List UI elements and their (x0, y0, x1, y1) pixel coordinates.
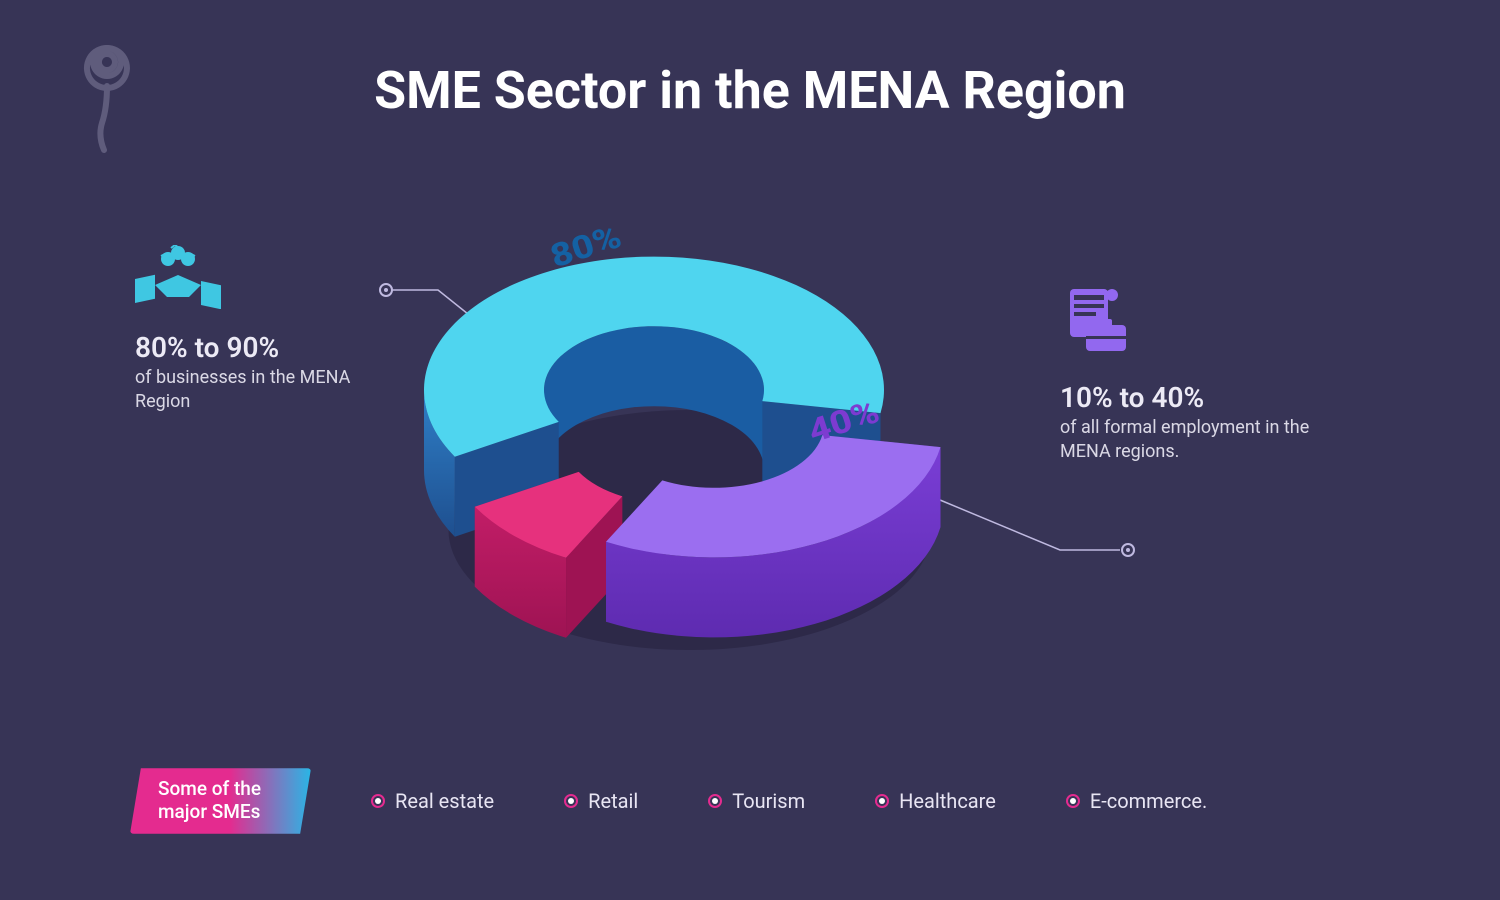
stat-right-sub: of all formal employment in the MENA reg… (1060, 416, 1340, 465)
bullet-icon (371, 794, 385, 808)
donut-chart-3d: 80% 40% (380, 200, 1000, 680)
badge-line2: major SMEs (158, 800, 260, 823)
sme-item: E-commerce. (1066, 789, 1207, 813)
bullet-icon (708, 794, 722, 808)
stat-right-headline: 10% to 40% (1060, 381, 1340, 414)
sme-item: Real estate (371, 789, 494, 813)
bullet-icon (875, 794, 889, 808)
bullet-icon (1066, 794, 1080, 808)
sme-item-label: E-commerce. (1090, 789, 1207, 813)
stat-left: 80% to 90% of businesses in the MENA Reg… (135, 245, 395, 415)
sme-item-label: Healthcare (899, 789, 996, 813)
page-title: SME Sector in the MENA Region (0, 60, 1500, 121)
sme-item-label: Retail (588, 789, 638, 813)
sme-item: Tourism (708, 789, 805, 813)
stat-right: 10% to 40% of all formal employment in t… (1060, 285, 1340, 465)
badge-line1: Some of the (158, 777, 261, 800)
major-smes-badge: Some of the major SMEs (130, 768, 311, 834)
sme-item-label: Real estate (395, 789, 494, 813)
bottom-bar: Some of the major SMEs Real estate Retail… (130, 766, 1370, 836)
bullet-icon (564, 794, 578, 808)
briefcase-doc-icon (1060, 285, 1340, 363)
infographic-canvas: SME Sector in the MENA Region 80% to 90%… (0, 0, 1500, 900)
sme-list: Real estate Retail Tourism Healthcare E-comm… (371, 789, 1207, 813)
handshake-team-icon (135, 245, 395, 313)
stat-left-headline: 80% to 90% (135, 331, 395, 364)
sme-item: Retail (564, 789, 638, 813)
sme-item: Healthcare (875, 789, 996, 813)
sme-item-label: Tourism (732, 789, 805, 813)
stat-left-sub: of businesses in the MENA Region (135, 366, 395, 415)
